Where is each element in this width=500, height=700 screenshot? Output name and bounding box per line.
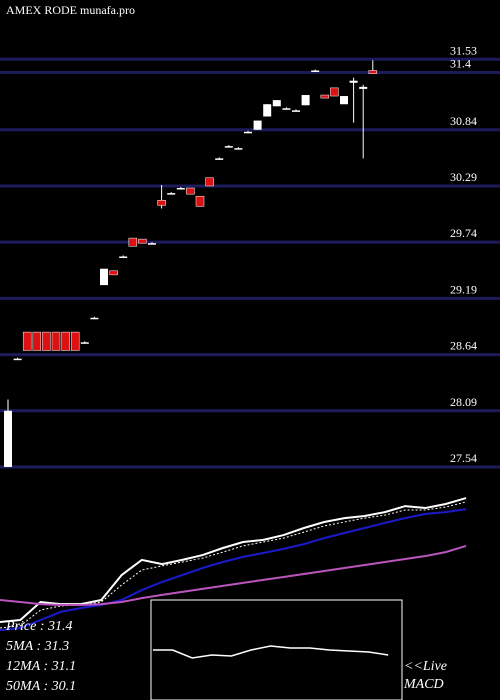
y-tick-label: 27.54 — [450, 451, 477, 465]
candle-body — [22, 331, 32, 351]
ma-line — [0, 508, 467, 632]
macd-panel — [150, 599, 403, 700]
candle-body — [359, 86, 368, 89]
candle-body — [148, 243, 156, 245]
candle-body — [224, 146, 233, 148]
candle-body — [138, 238, 147, 244]
y-tick-label: 31.53 — [450, 43, 477, 57]
candle-body — [70, 331, 80, 351]
candle-body — [263, 104, 272, 117]
candle-body — [340, 96, 348, 105]
candle-body — [253, 120, 262, 130]
legend-label: Price : 31.4 — [5, 619, 72, 634]
candle-body — [13, 358, 22, 361]
candle-body — [90, 317, 99, 320]
candle-body — [167, 193, 176, 195]
candle-body — [195, 195, 205, 207]
candle-body — [80, 342, 89, 344]
candle-body — [100, 268, 108, 286]
candle-body — [215, 158, 224, 160]
candle-body — [282, 108, 291, 110]
ma-line — [0, 501, 467, 629]
candle-body — [128, 237, 138, 247]
y-tick-label: 31.4 — [450, 57, 471, 71]
candle-body — [32, 331, 42, 351]
y-tick-label: 29.74 — [450, 226, 477, 240]
y-tick-label: 28.64 — [450, 339, 477, 353]
legend-label: 50MA : 30.1 — [6, 679, 76, 694]
candle-body — [119, 256, 128, 258]
candle-body — [4, 410, 12, 467]
candle-body — [61, 331, 70, 351]
candle-body — [176, 188, 185, 190]
candle-body — [272, 100, 281, 107]
y-tick-label: 29.19 — [450, 282, 477, 296]
candle-body — [244, 131, 252, 134]
candle-body — [51, 331, 61, 351]
candle-body — [349, 80, 358, 83]
candle-body — [205, 177, 214, 187]
candle-body — [330, 87, 339, 97]
candle-body — [186, 187, 195, 195]
y-tick-label: 30.84 — [450, 114, 477, 128]
legend-label: 12MA : 31.1 — [6, 659, 76, 674]
candle-body — [301, 95, 310, 106]
y-tick-label: 30.29 — [450, 170, 477, 184]
y-tick-label: 28.09 — [450, 395, 477, 409]
candle-body — [157, 200, 166, 206]
candle-body — [292, 110, 300, 112]
candle-body — [42, 331, 51, 351]
ma-line — [0, 544, 467, 606]
candle-body — [368, 70, 378, 74]
candle-body — [311, 70, 320, 73]
candle-body — [320, 94, 330, 99]
legend-label: 5MA : 31.3 — [6, 639, 69, 654]
chart-title: AMEX RODE munafa.pro — [6, 3, 135, 17]
candle-body — [234, 148, 243, 150]
candle-body — [109, 270, 118, 276]
macd-line — [153, 645, 389, 659]
macd-label: <<Live MACD — [403, 659, 447, 692]
